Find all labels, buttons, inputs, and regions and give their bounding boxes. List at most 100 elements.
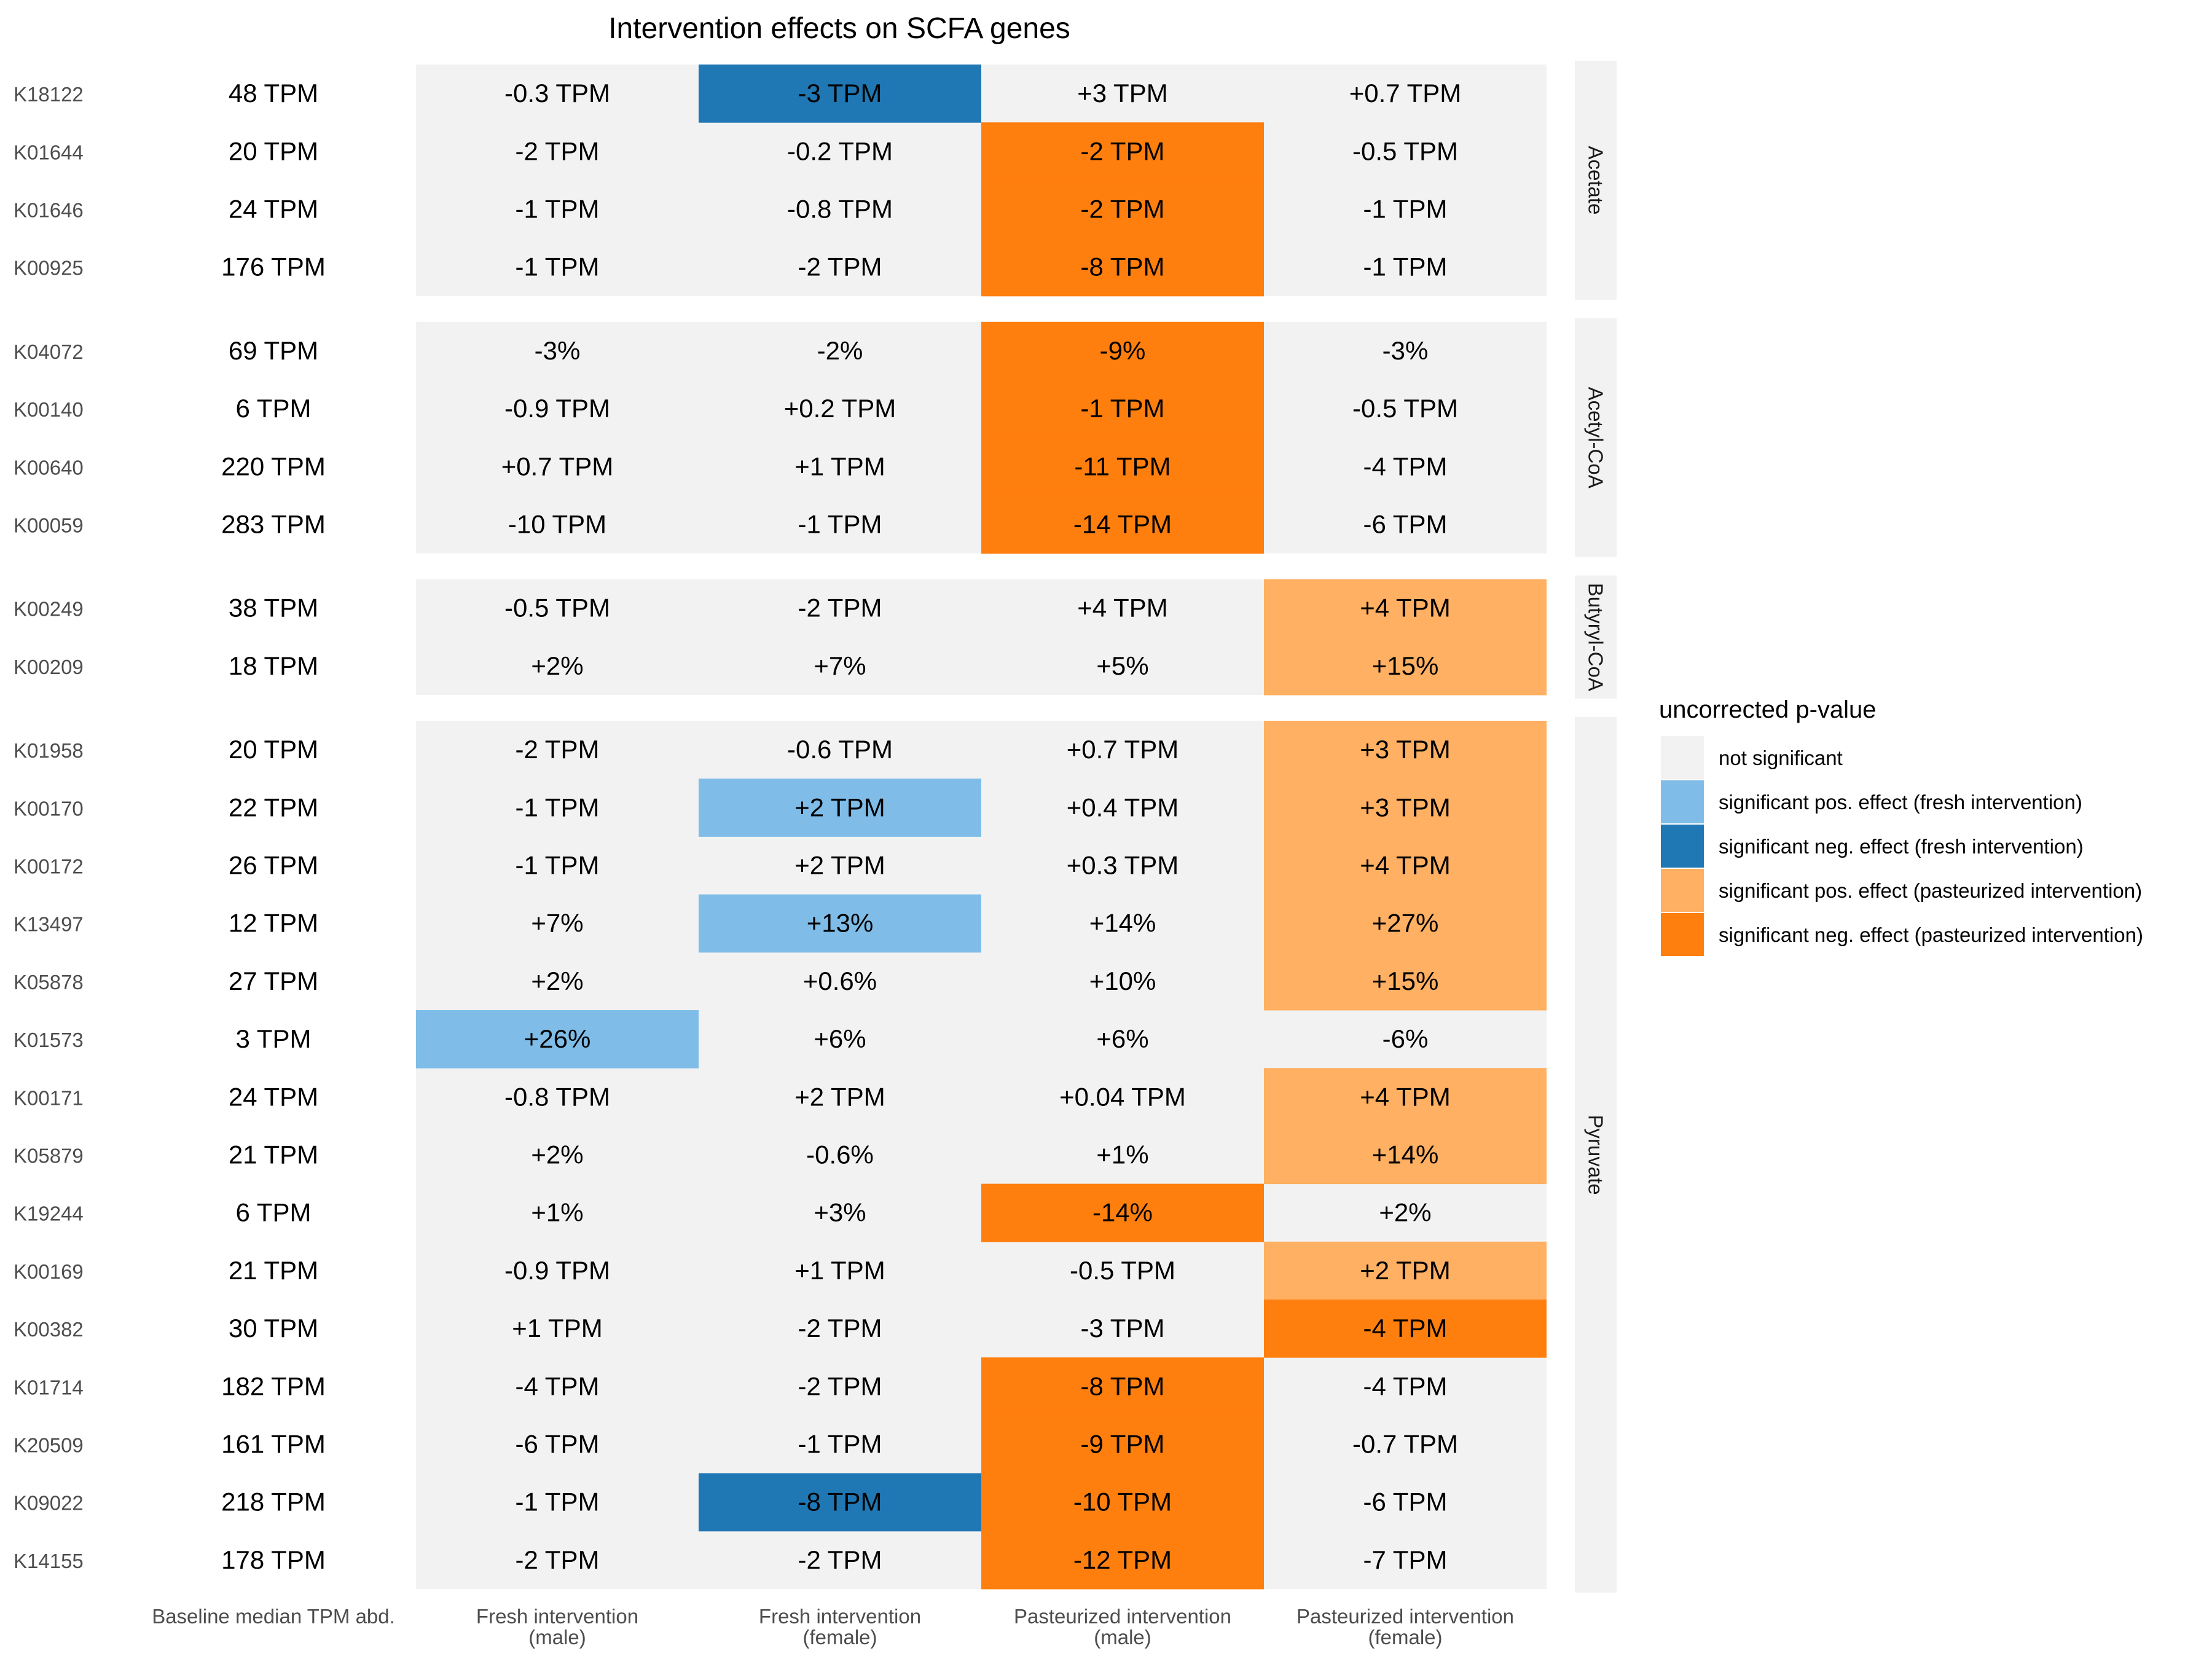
x-axis-label-line: Fresh intervention (476, 1605, 638, 1628)
effect-value: -6 TPM (516, 1430, 600, 1459)
effect-value: -6 TPM (1363, 1488, 1448, 1516)
effect-value: -4 TPM (516, 1371, 600, 1400)
chart-title: Intervention effects on SCFA genes (608, 12, 1070, 45)
heatmap-cell-pn (981, 495, 1264, 554)
table-row: K00169 21 TPM -0.9 TPM +1 TPM -0.5 TPM +2 TPM (14, 1241, 1547, 1300)
effect-value: +4 TPM (1360, 1082, 1450, 1111)
effect-value: +0.7 TPM (1349, 79, 1461, 108)
x-axis-label-line: (female) (1368, 1626, 1442, 1649)
baseline-value: 22 TPM (229, 793, 318, 822)
x-axis-label-line: Baseline median TPM abd. (152, 1605, 395, 1628)
effect-value: -8 TPM (1081, 253, 1165, 281)
effect-value: -8 TPM (798, 1488, 882, 1516)
facet-butyryl-coa: K00249 38 TPM -0.5 TPM -2 TPM +4 TPM +4 TPMK0… (14, 575, 1617, 699)
heatmap-cell-pp (1264, 721, 1547, 779)
baseline-value: 20 TPM (229, 136, 318, 165)
effect-value: +2 TPM (794, 1082, 885, 1111)
effect-value: +2% (531, 651, 583, 680)
heatmap-cell-pp (1264, 836, 1547, 895)
heatmap-cell-pn (981, 238, 1264, 297)
effect-value: +26% (524, 1024, 591, 1053)
legend-key-pp (1661, 869, 1704, 912)
heatmap-cell-pn (981, 437, 1264, 496)
heatmap-cell-fn (699, 65, 981, 123)
baseline-value: 182 TPM (221, 1371, 326, 1400)
effect-value: +3 TPM (1077, 79, 1167, 108)
legend-item-label: not significant (1719, 747, 1843, 769)
table-row: K05879 21 TPM +2% -0.6% +1% +14% (14, 1126, 1547, 1185)
table-row: K00172 26 TPM -1 TPM +2 TPM +0.3 TPM +4 TPM (14, 836, 1547, 895)
heatmap-cell-pp (1264, 637, 1547, 696)
effect-value: +3% (814, 1198, 866, 1227)
heatmap-cell-pn (981, 1531, 1264, 1590)
effect-value: -4 TPM (1363, 1371, 1448, 1400)
gene-label: K00059 (14, 514, 84, 537)
gene-label: K00140 (14, 398, 84, 421)
gene-label: K01644 (14, 141, 84, 163)
baseline-value: 178 TPM (221, 1545, 326, 1574)
effect-value: -11 TPM (1074, 452, 1171, 480)
x-axis-label: Pasteurized intervention (male) (1014, 1605, 1231, 1649)
effect-value: -0.2 TPM (787, 136, 893, 165)
facet-strip (1575, 318, 1617, 557)
effect-value: -1 TPM (1081, 394, 1165, 423)
heatmap-cell-pn (981, 180, 1264, 239)
effect-value: +15% (1372, 651, 1439, 680)
heatmap-cell-pp (1264, 894, 1547, 953)
effect-value: +3 TPM (1360, 793, 1450, 822)
effect-value: -2 TPM (1081, 136, 1165, 165)
effect-value: -2 TPM (798, 594, 882, 622)
heatmap-cell-pn (981, 1415, 1264, 1474)
effect-value: +0.4 TPM (1067, 793, 1179, 822)
x-axis-label: Baseline median TPM abd. (152, 1605, 395, 1628)
table-row: K01644 20 TPM -2 TPM -0.2 TPM -2 TPM -0.5 TPM (14, 122, 1458, 181)
effect-value: -0.5 TPM (1070, 1256, 1175, 1285)
effect-value: +6% (814, 1024, 866, 1053)
effect-value: -1 TPM (516, 1488, 600, 1516)
effect-value: -14 TPM (1073, 510, 1172, 539)
gene-label: K01958 (14, 739, 84, 762)
effect-value: -1 TPM (516, 793, 600, 822)
effect-value: -12 TPM (1073, 1545, 1172, 1574)
effect-value: -0.8 TPM (787, 195, 893, 224)
effect-value: -2 TPM (516, 735, 600, 764)
effect-value: +2 TPM (1360, 1256, 1450, 1285)
effect-value: -2 TPM (1081, 195, 1165, 224)
effect-value: +0.7 TPM (501, 452, 613, 480)
effect-value: +2 TPM (794, 793, 885, 822)
table-row: K00171 24 TPM -0.8 TPM +2 TPM +0.04 TPM +4 TP… (14, 1068, 1547, 1126)
table-row: K00382 30 TPM +1 TPM -2 TPM -3 TPM -4 TPM (14, 1300, 1547, 1358)
effect-value: -4 TPM (1363, 452, 1448, 480)
legend-key-fp (1661, 780, 1704, 823)
x-axis-labels: Baseline median TPM abd. Fresh interventi… (152, 1605, 1514, 1649)
effect-value: -9 TPM (1081, 1430, 1165, 1459)
heatmap-cell-fp (416, 1010, 699, 1069)
baseline-value: 26 TPM (229, 851, 318, 880)
effect-value: -3% (1382, 336, 1429, 365)
heatmap-cell-fn (699, 1473, 981, 1532)
baseline-value: 21 TPM (229, 1256, 318, 1285)
table-row: K01714 182 TPM -4 TPM -2 TPM -8 TPM -4 TPM (14, 1357, 1447, 1416)
table-row: K18122 48 TPM -0.3 TPM -3 TPM +3 TPM +0.7 TPM (14, 65, 1461, 123)
effect-value: +7% (814, 651, 866, 680)
table-row: K00059 283 TPM -10 TPM -1 TPM -14 TPM -6 TPM (14, 495, 1447, 554)
table-row: K13497 12 TPM +7% +13% +14% +27% (14, 894, 1547, 953)
facet-pyruvate: K01958 20 TPM -2 TPM -0.6 TPM +0.7 TPM +3 TPM… (14, 717, 1617, 1593)
baseline-value: 20 TPM (229, 735, 318, 764)
effect-value: -0.8 TPM (504, 1082, 610, 1111)
effect-value: +4 TPM (1077, 594, 1167, 622)
effect-value: -3% (535, 336, 581, 365)
gene-label: K04072 (14, 340, 84, 363)
heatmap-cell-pn (981, 380, 1264, 438)
baseline-value: 30 TPM (229, 1314, 318, 1343)
effect-value: -8 TPM (1081, 1371, 1165, 1400)
legend-title: uncorrected p-value (1659, 696, 1877, 723)
x-axis-label-line: Fresh intervention (759, 1605, 921, 1628)
heatmap-cell-pn (981, 1183, 1264, 1242)
table-row: K09022 218 TPM -1 TPM -8 TPM -10 TPM -6 TPM (14, 1473, 1447, 1532)
x-axis-label: Fresh intervention (male) (476, 1605, 638, 1649)
effect-value: -6 TPM (1363, 510, 1448, 539)
baseline-value: 3 TPM (236, 1024, 312, 1053)
effect-value: -0.5 TPM (504, 594, 610, 622)
effect-value: -0.6% (806, 1140, 874, 1169)
